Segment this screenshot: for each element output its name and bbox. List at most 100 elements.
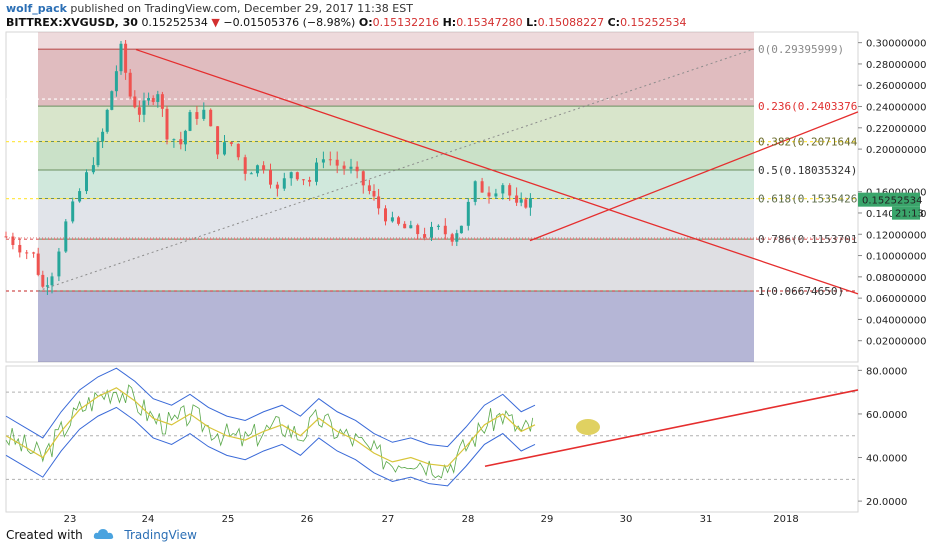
author-name[interactable]: wolf_pack <box>6 2 67 15</box>
candle-body <box>36 253 40 275</box>
candle-body <box>524 199 528 208</box>
fib-zone <box>38 141 754 171</box>
highlight-marker <box>576 419 600 436</box>
candle-body <box>335 159 339 166</box>
candle-body <box>172 139 176 141</box>
candle-body <box>216 126 220 155</box>
downtrend-line <box>135 48 859 295</box>
indicator-fast-line <box>5 384 534 479</box>
candle-body <box>147 98 151 101</box>
last-price: 0.15252534 <box>141 16 208 29</box>
candle-body <box>416 225 420 235</box>
fib-label: 0.236(0.2403376 <box>758 100 857 113</box>
candle-body <box>487 192 491 197</box>
candle-body <box>128 72 132 97</box>
candle-body <box>160 94 164 109</box>
price-axis[interactable]: 0.30000000 0.28000000 0.26000000 0.24000000… <box>858 39 926 348</box>
candle-body <box>223 142 226 155</box>
candle-body <box>480 181 484 193</box>
candle-body <box>377 196 381 209</box>
price-change: −0.01505376 (−8.98%) <box>223 16 356 29</box>
candle-body <box>188 112 192 131</box>
time-axis[interactable]: 23 24 25 26 27 28 29 30 31 2018 <box>64 514 799 525</box>
last-price-tag: 0.15252534 <box>862 196 922 207</box>
candle-body <box>151 98 155 102</box>
candle-body <box>236 143 240 158</box>
time-tick-label: 27 <box>382 514 395 525</box>
candle-body <box>473 181 477 202</box>
time-tick-label: 2018 <box>773 514 798 525</box>
price-tick-label: 0.02000000 <box>866 337 926 348</box>
candle-body <box>289 172 293 179</box>
time-tick-label: 28 <box>462 514 475 525</box>
candle-body <box>269 170 272 185</box>
indicator-tick-label: 80.0000 <box>866 366 907 377</box>
price-tick-label: 0.30000000 <box>866 39 926 50</box>
candle-body <box>403 223 407 229</box>
indicator-tick-label: 20.0000 <box>866 497 907 508</box>
candle-body <box>57 251 61 277</box>
candle-body <box>515 195 519 203</box>
time-tick-label: 25 <box>222 514 235 525</box>
lower-band <box>5 406 536 487</box>
price-series <box>4 40 532 295</box>
fib-zone <box>38 49 754 107</box>
fib-label: 0.382(0.2071644 <box>758 135 858 148</box>
candle-body <box>397 217 401 224</box>
fib-label: 0.618(0.1535426 <box>758 193 857 206</box>
fib-zone <box>38 170 754 199</box>
low-value: 0.15088227 <box>537 16 605 29</box>
indicator-trend-line <box>484 389 859 468</box>
candle-body <box>4 236 8 238</box>
candle-body <box>308 179 312 182</box>
candle-body <box>96 141 100 166</box>
indicator-tick-label: 60.0000 <box>866 410 907 421</box>
time-tick-label: 26 <box>301 514 314 525</box>
fib-zone <box>38 198 754 240</box>
candle-body <box>342 165 346 169</box>
footer: Created with TradingView <box>6 528 197 542</box>
price-chart[interactable]: 0(0.29395999) 0.236(0.2403376 0.382(0.2071… <box>0 30 932 528</box>
price-tick-label: 0.10000000 <box>866 252 926 263</box>
candle-body <box>423 234 427 238</box>
candle-body <box>50 276 54 286</box>
indicator-pane[interactable] <box>5 365 859 513</box>
candle-body <box>295 172 299 180</box>
fib-label: 0.5(0.18035324) <box>758 164 857 177</box>
price-tick-label: 0.04000000 <box>866 315 926 326</box>
candle-body <box>519 199 523 203</box>
candle-body <box>315 162 318 182</box>
candle-body <box>156 94 160 102</box>
publish-text: published on TradingView.com, December 2… <box>70 2 413 15</box>
candle-body <box>501 185 505 194</box>
candle-body <box>25 252 29 254</box>
candle-body <box>137 107 141 115</box>
price-tick-label: 0.24000000 <box>866 103 926 114</box>
indicator-axis[interactable]: 80.0000 60.0000 40.0000 20.0000 <box>858 366 907 508</box>
candle-body <box>328 159 332 161</box>
candle-body <box>41 274 45 287</box>
time-tick-label: 23 <box>64 514 77 525</box>
candle-body <box>436 225 440 227</box>
high-value: 0.15347280 <box>456 16 523 29</box>
candle-body <box>275 184 279 189</box>
fib-diagonal <box>37 48 755 292</box>
candle-body <box>390 217 394 222</box>
trend-lines[interactable] <box>6 48 859 295</box>
candle-body <box>450 234 454 242</box>
tradingview-brand[interactable]: TradingView <box>124 528 197 542</box>
fib-zone <box>38 290 754 362</box>
fib-labels: 0(0.29395999) 0.236(0.2403376 0.382(0.2071… <box>758 43 858 298</box>
candle-body <box>528 198 532 208</box>
candle-body <box>361 171 365 186</box>
created-with-text: Created with <box>6 528 83 542</box>
fib-label: 1(0.06674650) <box>758 285 844 298</box>
indicator-tick-label: 40.0000 <box>866 454 907 465</box>
open-value: 0.15132216 <box>372 16 440 29</box>
candle-body <box>45 285 49 287</box>
indicator-series <box>5 367 859 487</box>
fib-retracement[interactable] <box>38 32 754 362</box>
candle-body <box>494 193 498 197</box>
fib-zone <box>38 239 754 291</box>
price-tick-label: 0.28000000 <box>866 60 926 71</box>
